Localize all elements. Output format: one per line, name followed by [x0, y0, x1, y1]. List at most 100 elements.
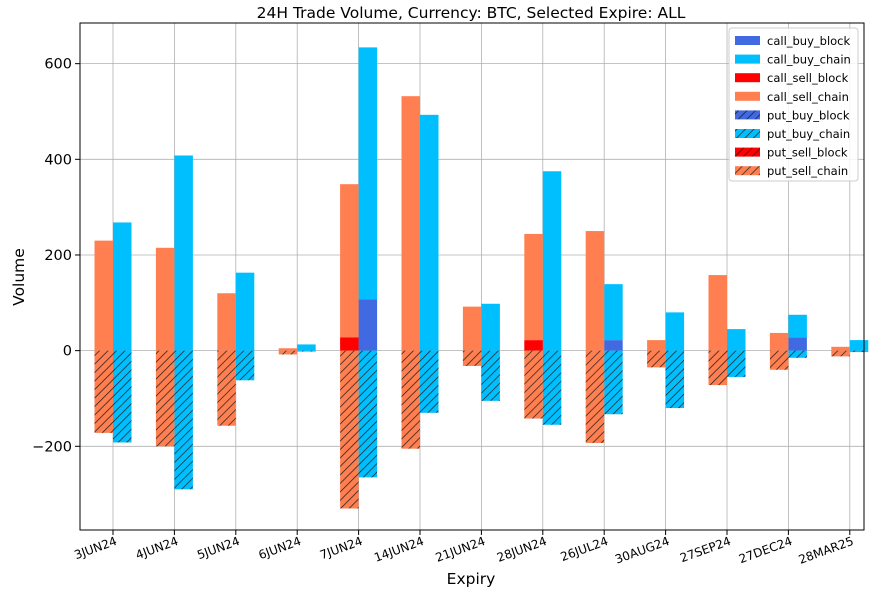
bar-put_buy_chain-26JUL24 [604, 350, 623, 415]
bar-call_sell_chain-5JUN24 [217, 293, 236, 351]
bar-call_buy_chain-4JUN24 [174, 155, 193, 351]
bar-call_buy_chain-27DEC24 [788, 314, 807, 338]
legend-label-call_buy_block: call_buy_block [767, 34, 851, 48]
bar-call_buy_chain-21JUN24 [481, 303, 500, 351]
x-tick-label: 28MAR25 [797, 534, 856, 567]
bar-call_sell_chain-28JUN24 [524, 233, 543, 341]
x-tick-label: 7JUN24 [318, 534, 364, 562]
bar-call_sell_chain-27SEP24 [708, 275, 727, 351]
bar-put_buy_chain-5JUN24 [235, 350, 255, 381]
bar-put_buy_chain-28JUN24 [542, 350, 562, 425]
bar-put_sell_chain-21JUN24 [462, 350, 482, 366]
y-tick-label: 200 [44, 248, 72, 264]
bar-put_buy_chain-28MAR25 [849, 350, 869, 353]
legend-swatch-put_sell_block [735, 147, 760, 157]
bar-call_buy_chain-3JUN24 [113, 222, 132, 351]
x-axis-label: Expiry [447, 570, 496, 588]
legend-label-call_buy_chain: call_buy_chain [767, 53, 851, 67]
y-tick-label: 400 [44, 152, 72, 168]
bar-call_sell_block-7JUN24 [340, 337, 359, 351]
bar-put_sell_chain-28MAR25 [831, 350, 850, 357]
bar-put_sell_chain-3JUN24 [94, 350, 113, 433]
x-tick-label: 27DEC24 [737, 534, 794, 566]
bar-call_buy_chain-30AUG24 [665, 312, 685, 351]
legend-label-call_sell_chain: call_sell_chain [767, 90, 849, 104]
bar-call_buy_chain-28MAR25 [849, 340, 869, 351]
chart-title: 24H Trade Volume, Currency: BTC, Selecte… [257, 4, 686, 22]
legend-label-put_sell_chain: put_sell_chain [767, 164, 848, 178]
bar-put_buy_chain-3JUN24 [113, 350, 132, 443]
bar-call_sell_chain-27DEC24 [769, 332, 789, 351]
legend-swatch-call_buy_chain [735, 54, 760, 64]
x-tick-label: 28JUN24 [495, 534, 549, 565]
bar-put_buy_chain-30AUG24 [665, 350, 685, 409]
bar-put_buy_chain-4JUN24 [174, 350, 193, 490]
bar-put_sell_chain-30AUG24 [647, 350, 666, 368]
y-tick-label: 0 [63, 344, 72, 360]
bar-call_sell_chain-21JUN24 [462, 306, 482, 351]
x-tick-label: 26JUL24 [559, 534, 610, 564]
bar-put_sell_chain-5JUN24 [217, 350, 236, 426]
bar-call_sell_chain-3JUN24 [94, 240, 113, 351]
bar-put_sell_chain-27SEP24 [708, 350, 727, 386]
bar-put_buy_chain-21JUN24 [481, 350, 500, 401]
bar-call_buy_chain-7JUN24 [358, 47, 378, 300]
bar-call_sell_block-28JUN24 [524, 340, 543, 351]
legend-label-put_buy_chain: put_buy_chain [767, 127, 850, 141]
bar-put_buy_chain-6JUN24 [297, 350, 316, 352]
bar-put_sell_chain-14JUN24 [401, 350, 420, 449]
y-tick-label: 600 [44, 57, 72, 73]
bar-call_buy_block-26JUL24 [604, 340, 623, 351]
bar-call_buy_chain-26JUL24 [604, 284, 623, 341]
x-tick-label: 4JUN24 [134, 534, 180, 562]
bar-call_buy_block-7JUN24 [358, 299, 378, 351]
bar-call_buy_block-27DEC24 [788, 337, 807, 351]
bar-put_sell_chain-26JUL24 [585, 350, 605, 443]
plot-frame [79, 22, 865, 531]
x-axis-ticks: 3JUN24 4JUN24 5JUN24 6JUN24 7JUN24 14JUN24 21J… [72, 530, 856, 567]
legend-swatch-call_sell_block [735, 73, 760, 83]
bar-call_buy_chain-5JUN24 [235, 272, 255, 351]
x-tick-label: 6JUN24 [257, 534, 303, 562]
x-tick-label: 5JUN24 [195, 534, 241, 562]
legend-swatch-call_buy_block [735, 36, 760, 45]
bars-group [94, 47, 869, 509]
legend-swatch-put_buy_chain [735, 129, 760, 138]
bar-call_sell_chain-30AUG24 [647, 340, 666, 351]
bar-call_sell_chain-14JUN24 [401, 96, 420, 351]
x-tick-label: 27SEP24 [678, 534, 733, 565]
x-tick-label: 30AUG24 [613, 534, 671, 567]
bar-call_sell_chain-7JUN24 [340, 184, 359, 338]
legend-swatch-call_sell_chain [735, 91, 760, 101]
y-axis-ticks: −200 0 200 400 600 [32, 57, 80, 455]
bar-put_buy_chain-7JUN24 [358, 350, 378, 478]
y-tick-label: −200 [32, 439, 72, 455]
bar-put_sell_chain-27DEC24 [769, 350, 789, 370]
legend-box [728, 27, 859, 182]
bar-put_sell_chain-4JUN24 [155, 350, 175, 447]
legend-label-put_sell_block: put_sell_block [767, 146, 848, 160]
legend-label-call_sell_block: call_sell_block [767, 71, 849, 85]
bar-put_sell_chain-6JUN24 [278, 350, 298, 355]
y-axis-label: Volume [10, 248, 28, 306]
bar-call_sell_chain-6JUN24 [278, 348, 298, 351]
x-tick-label: 21JUN24 [434, 534, 488, 565]
bar-put_sell_chain-7JUN24 [340, 350, 359, 509]
x-tick-label: 14JUN24 [372, 534, 426, 565]
legend: call_buy_block call_buy_chain call_sell_bl… [728, 27, 859, 182]
legend-label-put_buy_block: put_buy_block [767, 108, 850, 122]
bar-put_buy_chain-14JUN24 [420, 350, 439, 413]
bar-put_sell_chain-28JUN24 [524, 350, 543, 419]
legend-swatch-put_sell_chain [735, 166, 760, 176]
bar-call_sell_chain-4JUN24 [155, 247, 175, 351]
bar-call_sell_chain-26JUL24 [585, 231, 605, 351]
bar-call_buy_chain-28JUN24 [542, 171, 562, 351]
bar-put_buy_chain-27SEP24 [727, 350, 746, 377]
x-tick-label: 3JUN24 [72, 534, 118, 562]
legend-swatch-put_buy_block [735, 110, 760, 120]
bar-call_buy_chain-14JUN24 [420, 114, 439, 351]
bar-call_buy_chain-27SEP24 [727, 329, 746, 351]
bar-call_buy_chain-6JUN24 [297, 344, 316, 351]
bar-call_sell_chain-28MAR25 [831, 346, 850, 351]
